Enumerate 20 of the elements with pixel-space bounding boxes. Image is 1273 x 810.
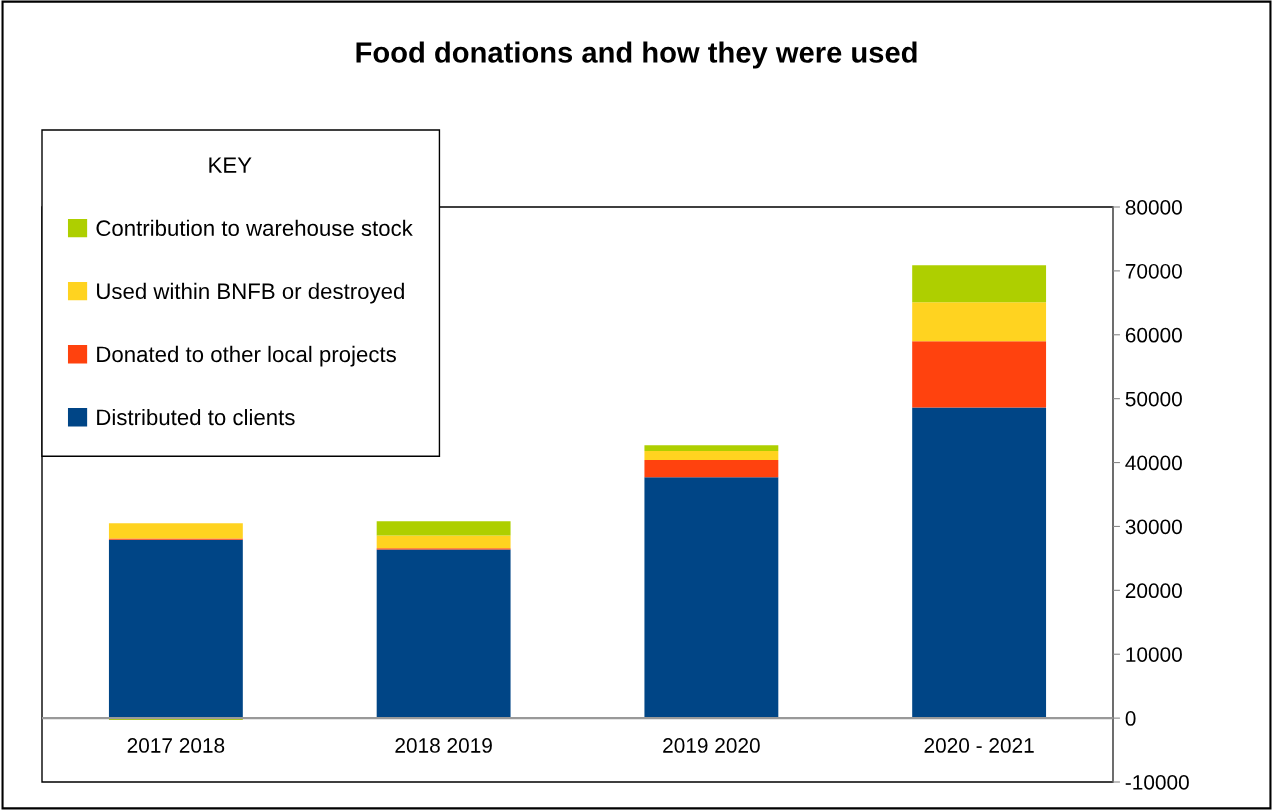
y-tick-label: 50000 bbox=[1125, 391, 1182, 407]
y-tick-label: 30000 bbox=[1125, 519, 1182, 535]
chart-title: Food donations and how they were used bbox=[356, 41, 917, 69]
x-tick-label: 2017 2018 bbox=[127, 738, 225, 753]
legend-label: Donated to other local projects bbox=[97, 345, 396, 367]
legend-label: Used within BNFB or destroyed bbox=[97, 282, 404, 304]
legend-label: Distributed to clients bbox=[97, 408, 295, 426]
legend-title: KEY bbox=[209, 157, 252, 173]
x-tick-label: 2020 - 2021 bbox=[924, 738, 1034, 753]
x-tick-label: 2019 2020 bbox=[663, 738, 760, 753]
y-tick-label: 10000 bbox=[1126, 647, 1182, 662]
legend-label: Contribution to warehouse stock bbox=[96, 219, 413, 237]
y-tick-label: -10000 bbox=[1125, 775, 1189, 790]
y-tick-label: 20000 bbox=[1125, 583, 1182, 599]
y-tick-label: 0 bbox=[1125, 711, 1136, 726]
x-tick-label: 2018 2019 bbox=[395, 738, 492, 753]
y-tick-label: 80000 bbox=[1125, 200, 1182, 215]
y-tick-label: 70000 bbox=[1125, 263, 1182, 279]
y-tick-label: 60000 bbox=[1125, 327, 1182, 343]
y-tick-label: 40000 bbox=[1125, 455, 1182, 471]
